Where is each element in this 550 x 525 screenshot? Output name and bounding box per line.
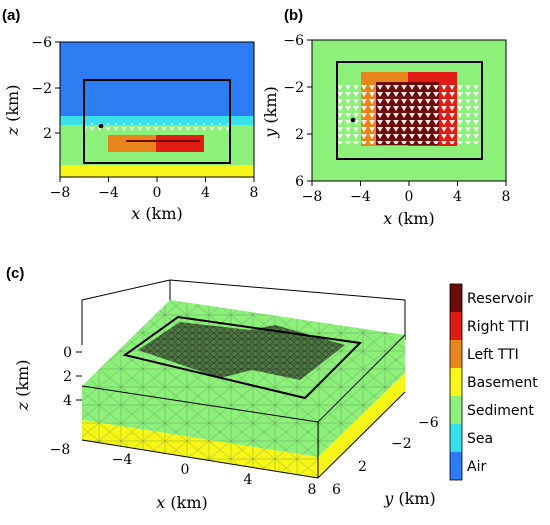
tick-label: 6 bbox=[295, 174, 304, 190]
tick-label: −8 bbox=[50, 185, 71, 201]
panel-c-z-axis-label: z (km) bbox=[13, 360, 32, 412]
tick-label: −2 bbox=[31, 81, 52, 97]
x-tick-marks bbox=[311, 181, 507, 186]
legend-swatch-air bbox=[450, 452, 462, 480]
tick-label: −2 bbox=[391, 436, 412, 452]
basement-layer bbox=[60, 165, 254, 177]
tick-label: 2 bbox=[43, 126, 52, 142]
tick-label: −4 bbox=[98, 185, 119, 201]
z-tick-marks bbox=[76, 351, 82, 401]
refined-mesh-pattern bbox=[138, 322, 345, 380]
tick-label: 0 bbox=[63, 345, 72, 361]
legend-label-basement: Basement bbox=[467, 375, 538, 391]
tick-label: 2 bbox=[63, 369, 72, 385]
legend-swatch-basement bbox=[450, 368, 462, 396]
panel-b-y-axis-label: y (km) bbox=[261, 86, 280, 138]
left-tti-block bbox=[108, 135, 156, 152]
tick-label: 0 bbox=[181, 462, 190, 478]
receiver-line bbox=[85, 123, 230, 131]
model-front-mesh bbox=[82, 386, 318, 457]
inner-box bbox=[83, 79, 231, 164]
panel-b-label: (b) bbox=[284, 7, 303, 24]
model-side-mesh bbox=[318, 335, 405, 457]
inner-box bbox=[336, 61, 483, 160]
panel-c-label: (c) bbox=[6, 265, 24, 282]
tick-label: 8 bbox=[250, 185, 259, 201]
legend-label-sediment: Sediment bbox=[467, 403, 534, 419]
panel-c-y-ticklabels: −6 −2 2 6 bbox=[332, 415, 439, 498]
panel-c-z-ticklabels: 0 2 4 bbox=[63, 345, 72, 409]
legend-swatch-sediment bbox=[450, 396, 462, 424]
tick-label: −6 bbox=[418, 415, 439, 431]
tick-label: −8 bbox=[50, 442, 71, 458]
source-marker bbox=[98, 123, 104, 129]
y-tick-marks bbox=[307, 39, 312, 182]
tick-label: 2 bbox=[295, 127, 304, 143]
legend-swatch-left-tti bbox=[450, 340, 462, 368]
tick-label: 4 bbox=[63, 393, 72, 409]
basement-front-mesh bbox=[82, 420, 318, 478]
legend-label-left-tti: Left TTI bbox=[467, 347, 519, 363]
tick-label: 2 bbox=[358, 459, 367, 475]
tick-label: −2 bbox=[283, 80, 304, 96]
x-tick-marks bbox=[59, 177, 255, 182]
tick-label: −4 bbox=[350, 189, 371, 205]
legend-swatch-reservoir bbox=[450, 284, 462, 312]
panel-a-z-ticklabels: −6 −2 2 bbox=[31, 35, 52, 142]
tick-label: 8 bbox=[308, 482, 317, 498]
panel-b-x-ticklabels: −8 −4 0 4 8 bbox=[302, 189, 511, 205]
panel-a-plot bbox=[55, 41, 255, 182]
legend-label-reservoir: Reservoir bbox=[467, 291, 533, 307]
tick-label: 4 bbox=[201, 185, 210, 201]
panel-a-x-ticklabels: −8 −4 0 4 8 bbox=[50, 185, 259, 201]
panel-b-y-ticklabels: −6 −2 2 6 bbox=[283, 33, 304, 190]
panel-c-x-axis-label: x (km) bbox=[156, 493, 207, 512]
tick-label: 8 bbox=[502, 189, 511, 205]
panel-a-x-axis-label: x (km) bbox=[131, 204, 182, 223]
tick-label: 0 bbox=[153, 185, 162, 201]
panel-c-x-ticklabels: −8 −4 0 4 8 bbox=[50, 442, 317, 498]
sea-layer bbox=[60, 116, 254, 125]
legend-label-air: Air bbox=[467, 459, 486, 475]
legend-frame bbox=[449, 283, 463, 481]
panel-b-plot bbox=[307, 39, 507, 186]
tick-label: 0 bbox=[405, 189, 414, 205]
tick-label: 6 bbox=[332, 482, 341, 498]
panel-c-y-axis-label: y (km) bbox=[383, 489, 435, 508]
legend: Reservoir Right TTI Left TTI Basement Se… bbox=[449, 283, 538, 481]
panel-a-z-axis-label: z (km) bbox=[3, 85, 22, 137]
box-front-edges bbox=[81, 334, 406, 479]
receiver-grid bbox=[337, 84, 482, 144]
inner-box bbox=[122, 315, 363, 400]
source-marker bbox=[350, 117, 356, 123]
legend-label-sea: Sea bbox=[467, 431, 493, 447]
tick-label: −6 bbox=[283, 33, 304, 49]
panel-c: (c) 0 2 bbox=[6, 265, 439, 512]
legend-swatch-sea bbox=[450, 424, 462, 452]
panel-a: (a) −8 −4 0 4 bbox=[2, 7, 258, 223]
right-tti-block bbox=[156, 135, 204, 152]
tick-label: −4 bbox=[112, 452, 133, 468]
tick-label: 4 bbox=[453, 189, 462, 205]
panel-a-label: (a) bbox=[2, 7, 20, 24]
tick-label: −6 bbox=[31, 35, 52, 51]
legend-label-right-tti: Right TTI bbox=[467, 319, 529, 335]
z-tick-marks bbox=[55, 41, 60, 134]
tick-label: 4 bbox=[244, 472, 253, 488]
tick-label: −8 bbox=[302, 189, 323, 205]
basement-side bbox=[318, 373, 405, 478]
panel-b: (b) −8 −4 0 4 8 bbox=[261, 7, 510, 228]
panel-b-x-axis-label: x (km) bbox=[383, 209, 434, 228]
legend-swatch-right-tti bbox=[450, 312, 462, 340]
